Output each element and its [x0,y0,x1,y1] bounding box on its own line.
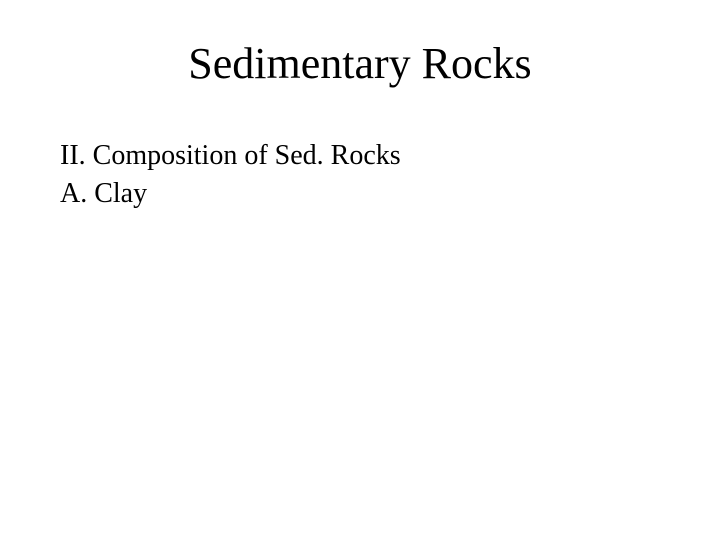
slide-container: Sedimentary Rocks II. Composition of Sed… [0,0,720,540]
body-line-1: II. Composition of Sed. Rocks [60,137,660,175]
body-line-2: A. Clay [60,175,660,213]
slide-title: Sedimentary Rocks [60,38,660,89]
slide-body: II. Composition of Sed. Rocks A. Clay [60,137,660,213]
